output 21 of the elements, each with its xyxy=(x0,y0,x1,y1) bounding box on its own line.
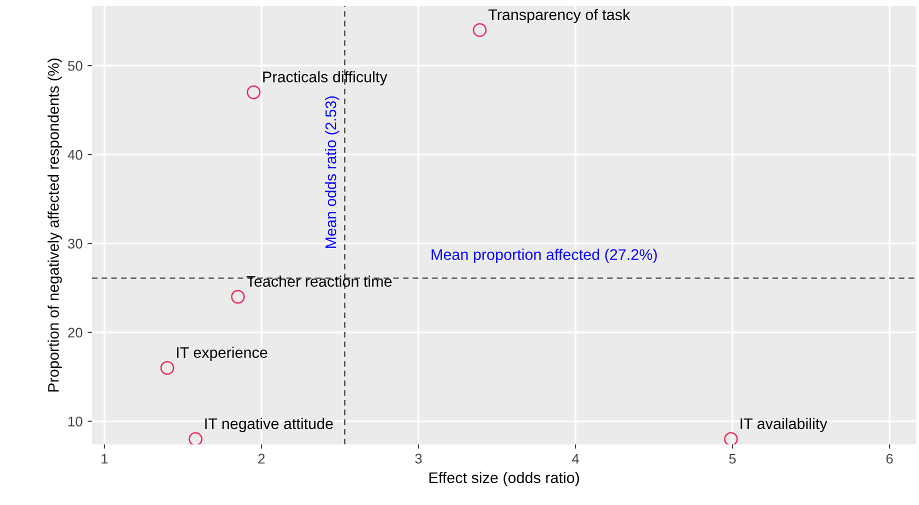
annotation: Practicals difficulty xyxy=(263,71,388,86)
x-tick-label: 3 xyxy=(415,454,422,464)
y-tick-label: 40 xyxy=(68,150,82,160)
y-tick-label: 30 xyxy=(68,238,82,249)
x-tick-label: 6 xyxy=(886,454,893,464)
x-tick-label: 4 xyxy=(572,454,579,464)
ref-line-label: Mean proportion affected (27.2%) xyxy=(432,248,657,264)
annotation: IT availability xyxy=(740,418,828,432)
y-axis-title: Proportion of negatively affected respondents (%) xyxy=(48,58,62,392)
y-tick-label: 50 xyxy=(68,60,82,71)
x-tick-label: 1 xyxy=(102,454,108,464)
annotation: Transparency of task xyxy=(488,8,630,24)
ref-line-label: Mean odds ratio (2.53) xyxy=(325,96,340,248)
y-tick-label: 20 xyxy=(68,328,82,338)
x-tick-label: 2 xyxy=(258,454,265,464)
x-tick-label: 5 xyxy=(729,454,736,464)
annotation: IT negative attitude xyxy=(205,418,333,432)
annotation: Teacher reaction time xyxy=(246,276,392,287)
y-tick-label: 10 xyxy=(68,416,82,426)
annotation: IT experience xyxy=(177,346,268,361)
x-axis-title: Effect size (odds ratio) xyxy=(429,472,579,486)
